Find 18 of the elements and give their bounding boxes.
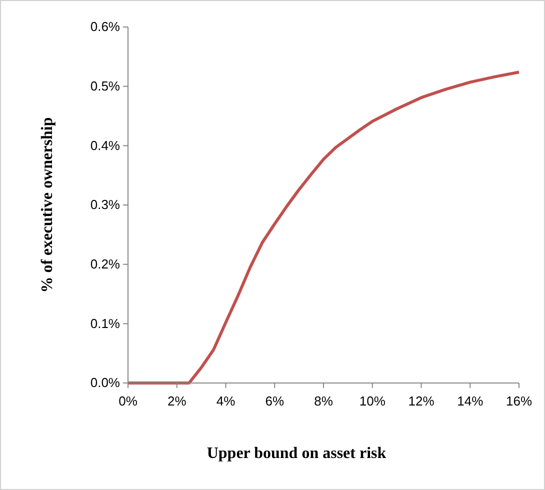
x-axis-title: Upper bound on asset risk — [206, 445, 386, 462]
x-tick-label: 6% — [265, 393, 284, 408]
x-tick-label: 12% — [408, 393, 435, 408]
x-tick-label: 16% — [506, 393, 532, 408]
y-tick-label: 0.5% — [90, 78, 120, 94]
x-tick-label: 2% — [167, 393, 187, 408]
x-tick-label: 0% — [118, 393, 138, 408]
y-tick-label: 0.4% — [90, 138, 120, 153]
x-tick-label: 14% — [457, 393, 484, 408]
x-tick-label: 8% — [314, 393, 334, 408]
y-tick-label: 0.6% — [90, 19, 120, 34]
y-tick-label: 0.0% — [90, 375, 120, 390]
x-tick-label: 4% — [216, 393, 236, 408]
y-tick-label: 0.2% — [90, 256, 120, 272]
y-tick-label: 0.3% — [90, 197, 120, 212]
y-axis-title: % of executive ownership — [39, 117, 56, 293]
x-tick-label: 10% — [359, 393, 386, 408]
y-tick-label: 0.1% — [90, 316, 120, 331]
